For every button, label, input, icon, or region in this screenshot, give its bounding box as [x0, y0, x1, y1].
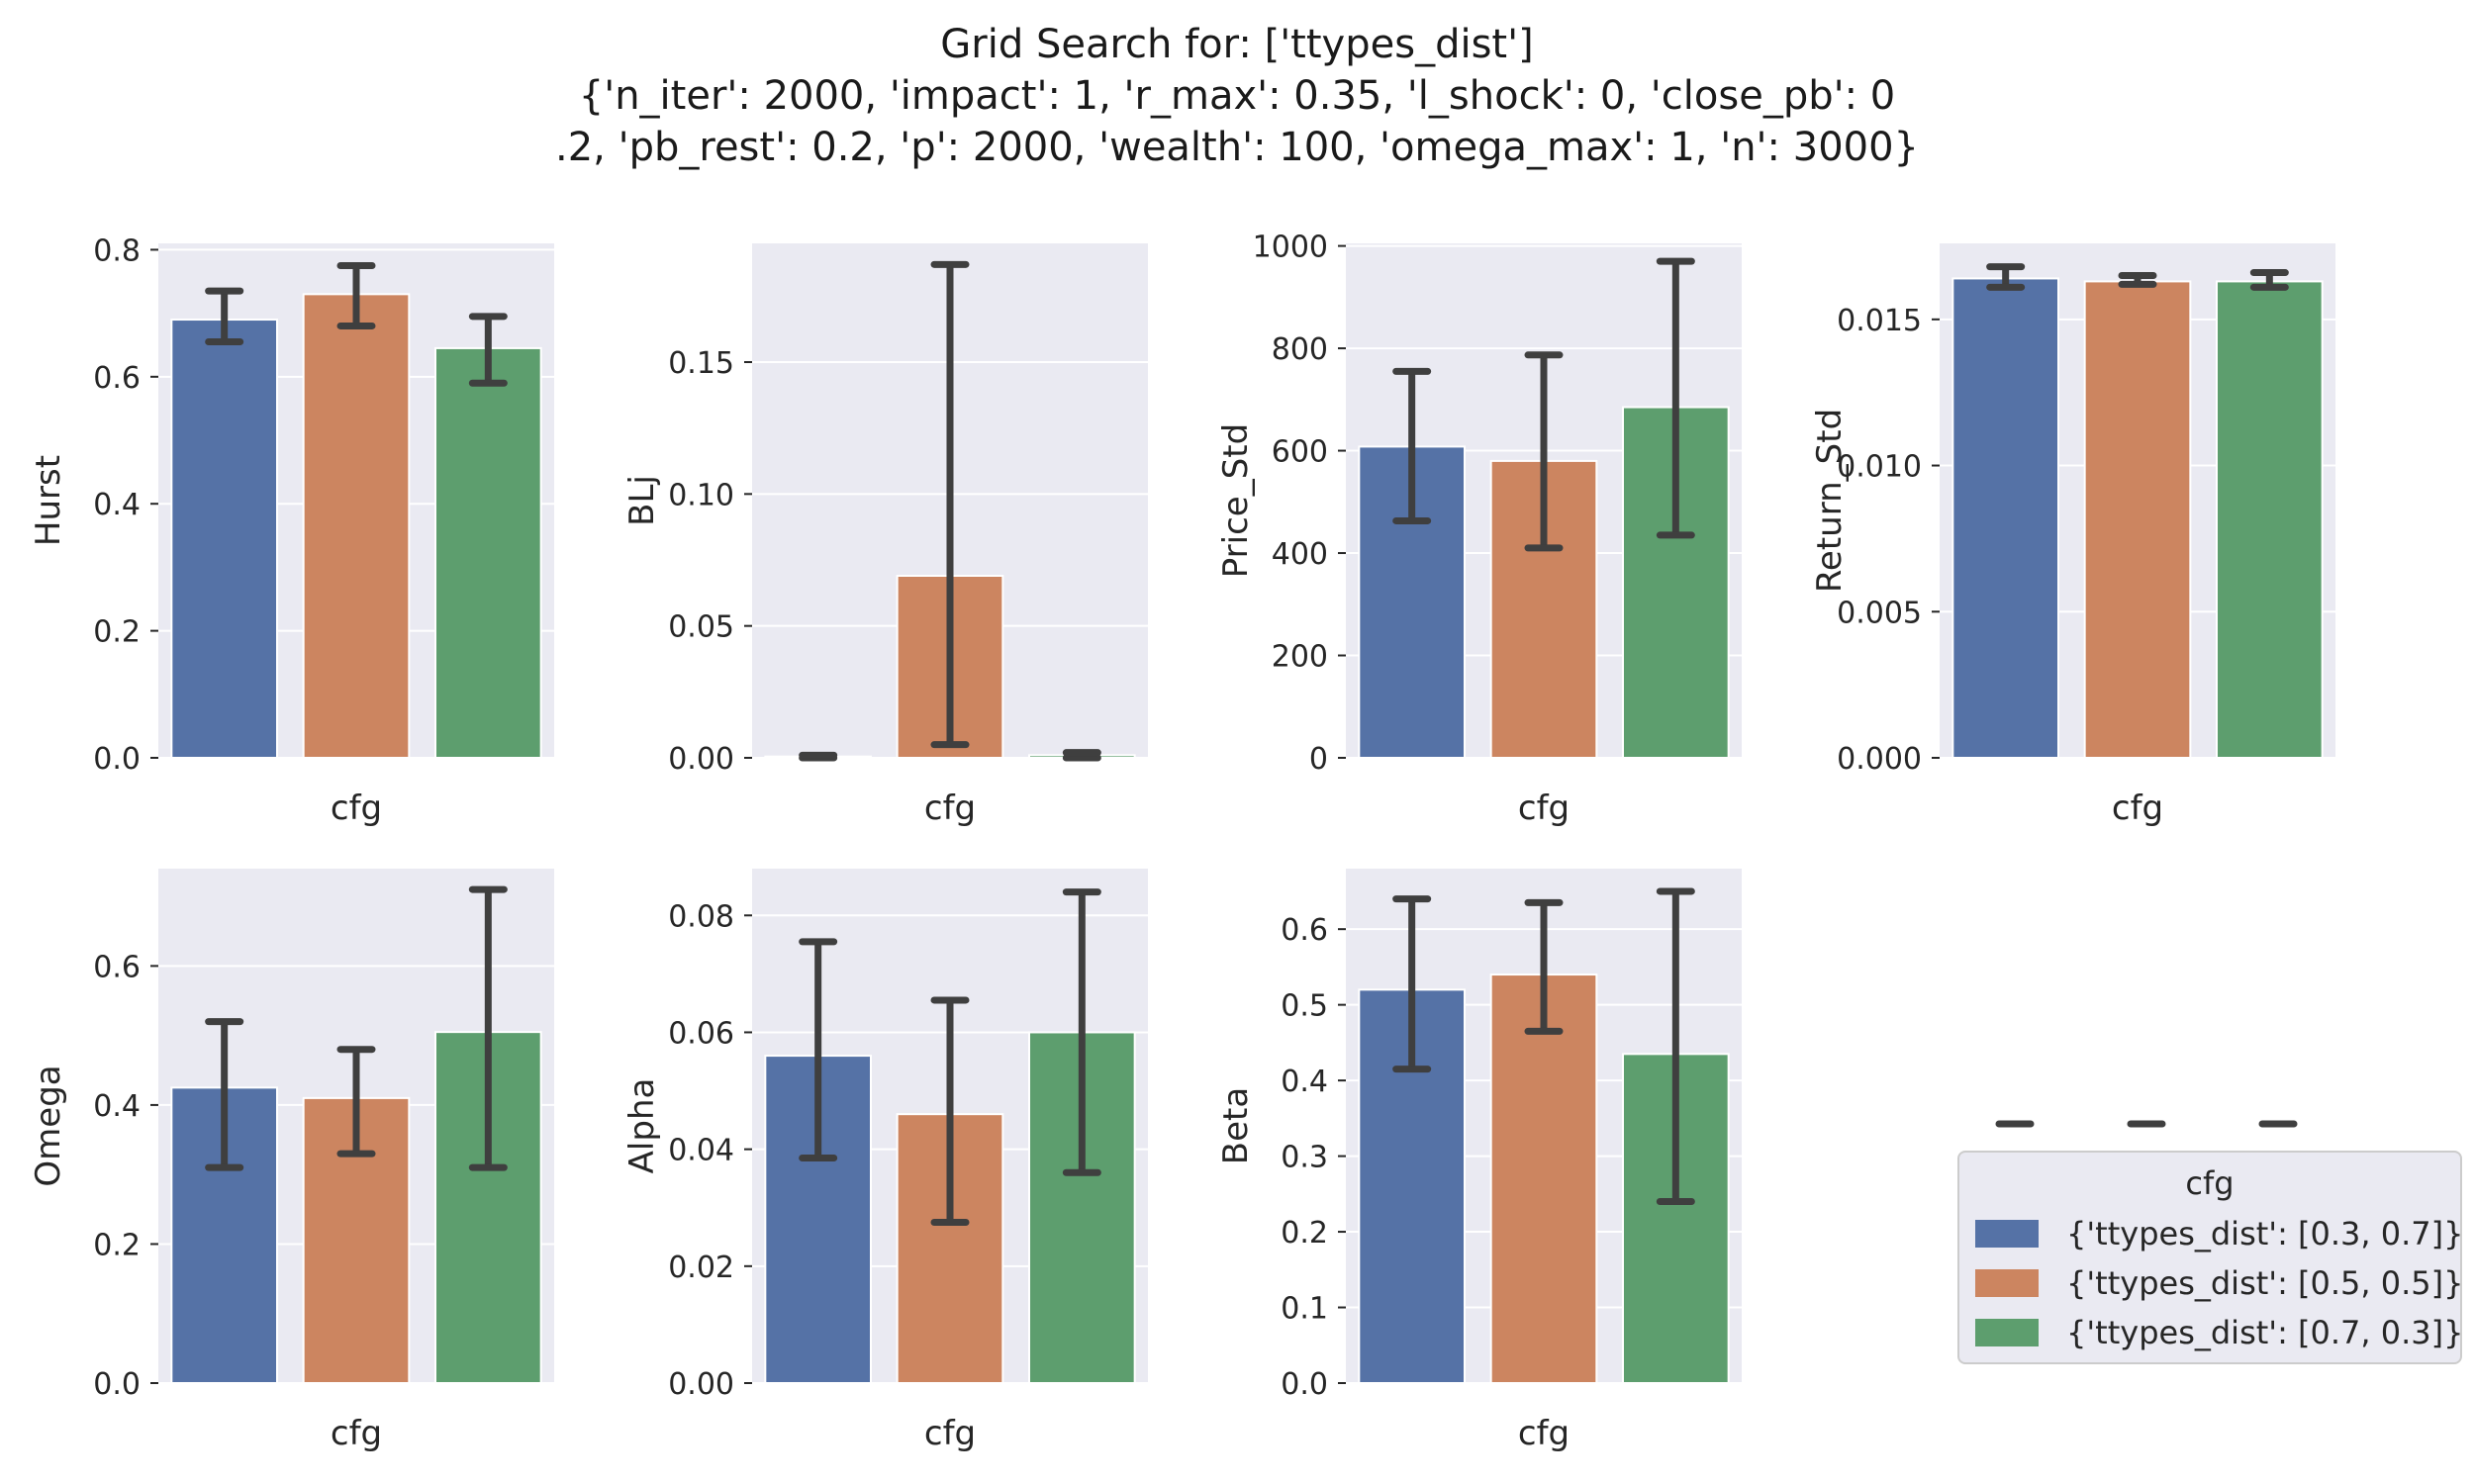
- x-axis-label: cfg: [1518, 788, 1570, 828]
- legend-item-1: {'ttypes_dist': [0.5, 0.5]}: [1975, 1263, 2463, 1303]
- x-axis-label: cfg: [924, 1414, 976, 1453]
- x-axis-label: cfg: [331, 1414, 382, 1453]
- bar: [2083, 280, 2192, 759]
- x-axis-label: cfg: [331, 788, 382, 828]
- y-tick-label: 0.05: [668, 610, 734, 645]
- figure-title-line-2: {'n_iter': 2000, 'impact': 1, 'r_max': 0…: [578, 73, 1896, 119]
- y-tick-label: 0.15: [668, 346, 734, 381]
- y-axis-label: Beta: [1216, 1087, 1256, 1164]
- subplot-beta: 0.0 0.1 0.2 0.3 0.4 0.5 0.6 cfg Beta: [1216, 869, 1742, 1453]
- x-axis-label: cfg: [924, 788, 976, 828]
- y-tick-label: 0.04: [668, 1134, 734, 1168]
- legend-label-1: {'ttypes_dist': [0.5, 0.5]}: [2066, 1264, 2464, 1302]
- y-tick-label: 0.02: [668, 1251, 734, 1285]
- y-tick-label: 200: [1272, 640, 1328, 675]
- y-tick-label: 800: [1272, 332, 1328, 367]
- bar: [434, 346, 542, 759]
- y-tick-label: 0.5: [1281, 989, 1328, 1024]
- y-tick-label: 600: [1272, 435, 1328, 470]
- y-tick-label: 0.4: [93, 488, 141, 522]
- legend-swatch-1: [1975, 1269, 2039, 1297]
- x-axis-label: cfg: [2112, 788, 2163, 828]
- subplot-alpha: 0.00 0.02 0.04 0.06 0.08 cfg Alpha: [622, 869, 1148, 1453]
- y-tick-label: 0.3: [1281, 1141, 1328, 1175]
- y-tick-label: 0.4: [93, 1089, 141, 1124]
- y-axis-label: BLj: [622, 475, 662, 526]
- figure-title-line-3: .2, 'pb_rest': 0.2, 'p': 2000, 'wealth':…: [555, 125, 1919, 170]
- bar: [2216, 280, 2324, 759]
- legend-label-0: {'ttypes_dist': [0.3, 0.7]}: [2066, 1215, 2464, 1252]
- y-tick-label: 1000: [1253, 231, 1328, 265]
- x-axis-label: cfg: [1518, 1414, 1570, 1453]
- y-tick-label: 0.2: [1281, 1216, 1328, 1251]
- subplot-price_std: 0 200 400 600 800 1000 cfg Price_Std: [1216, 231, 1742, 828]
- y-tick-label: 0.2: [93, 615, 141, 650]
- legend-label-2: {'ttypes_dist': [0.7, 0.3]}: [2066, 1314, 2464, 1351]
- legend-swatch-0: [1975, 1220, 2039, 1248]
- y-tick-label: 0.00: [668, 1367, 734, 1402]
- y-tick-label: 0.00: [668, 742, 734, 777]
- y-tick-label: 0.8: [93, 233, 141, 268]
- y-tick-label: 0.0: [93, 1367, 141, 1402]
- y-tick-label: 0.6: [93, 361, 141, 396]
- legend-title: cfg: [2185, 1164, 2235, 1202]
- y-axis-label: Omega: [29, 1065, 68, 1186]
- figure-title-line-1: Grid Search for: ['ttypes_dist']: [940, 22, 1534, 67]
- y-tick-label: 0.6: [93, 950, 141, 984]
- y-tick-label: 0.0: [93, 742, 141, 777]
- y-tick-label: 0.4: [1281, 1065, 1328, 1099]
- y-axis-label: Price_Std: [1216, 423, 1256, 578]
- y-axis-label: Alpha: [622, 1078, 662, 1174]
- y-tick-label: 0.005: [1837, 596, 1922, 630]
- subplot-hurst: 0.0 0.2 0.4 0.6 0.8 cfg Hurst: [29, 233, 554, 828]
- y-tick-label: 400: [1272, 537, 1328, 572]
- subplot-blj: 0.00 0.05 0.10 0.15 cfg BLj: [622, 243, 1148, 828]
- bar: [1489, 974, 1598, 1384]
- legend-swatch-2: [1975, 1319, 2039, 1346]
- y-axis-label: Return_Std: [1810, 409, 1850, 593]
- y-tick-label: 0: [1309, 742, 1328, 777]
- y-tick-label: 0.2: [93, 1228, 141, 1262]
- legend-item-0: {'ttypes_dist': [0.3, 0.7]}: [1975, 1214, 2463, 1253]
- y-tick-label: 0.010: [1837, 450, 1922, 485]
- y-tick-label: 0.6: [1281, 913, 1328, 948]
- y-tick-label: 0.10: [668, 478, 734, 512]
- legend-item-2: {'ttypes_dist': [0.7, 0.3]}: [1975, 1313, 2463, 1352]
- y-tick-label: 0.1: [1281, 1292, 1328, 1327]
- y-tick-label: 0.08: [668, 899, 734, 934]
- legend: cfg {'ttypes_dist': [0.3, 0.7]} {'ttypes…: [1957, 1151, 2463, 1364]
- y-tick-label: 0.0: [1281, 1367, 1328, 1402]
- y-tick-label: 0.015: [1837, 304, 1922, 338]
- subplot-omega: 0.0 0.2 0.4 0.6 cfg Omega: [29, 869, 554, 1453]
- y-axis-label: Hurst: [29, 455, 68, 546]
- bar: [170, 319, 278, 759]
- bar: [1951, 277, 2060, 759]
- subplot-return_std: 0.000 0.005 0.010 0.015 cfg Return_Std: [1810, 243, 2335, 828]
- bar: [302, 293, 411, 759]
- y-tick-label: 0.000: [1837, 742, 1922, 777]
- y-tick-label: 0.06: [668, 1016, 734, 1051]
